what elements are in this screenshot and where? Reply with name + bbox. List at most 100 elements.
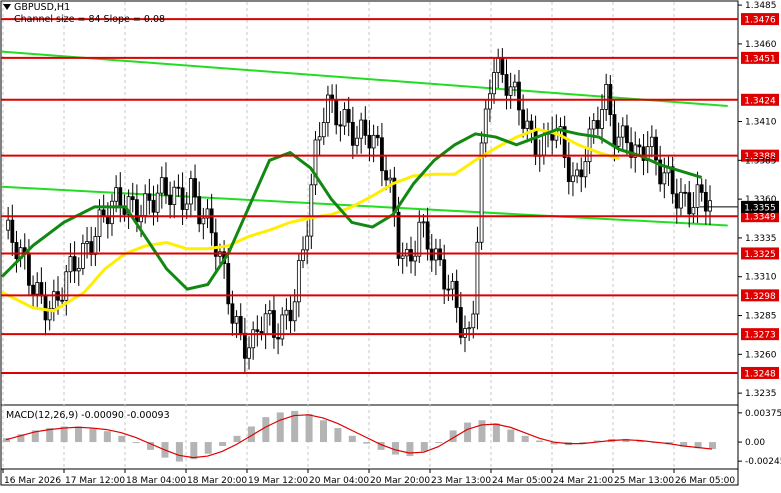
candle-body (326, 94, 330, 123)
level-tag (741, 93, 779, 106)
x-tick-label: 24 Mar 21:00 (553, 476, 613, 486)
macd-histogram-bar (305, 414, 313, 443)
candle-body (525, 120, 530, 129)
candle-body (313, 139, 318, 186)
candle-body (658, 159, 663, 185)
candle-body (612, 114, 617, 147)
candle-body (155, 192, 160, 213)
macd-histogram-bar (60, 426, 68, 443)
candle-body (359, 119, 364, 139)
current-price-tag (741, 200, 779, 213)
candle-body (284, 309, 289, 316)
macd-tick-label: -0.00245 (745, 457, 781, 467)
macd-histogram-bar (478, 420, 486, 443)
x-tick-label: 18 Mar 04:00 (126, 476, 186, 486)
candle-body (39, 282, 44, 297)
macd-histogram-bar (622, 438, 630, 443)
candle-body (654, 136, 658, 161)
candle-body (346, 109, 351, 123)
candle-body (521, 109, 526, 129)
level-label: 1.3248 (744, 369, 776, 379)
level-tag (741, 51, 779, 64)
candle-body (620, 125, 625, 138)
candle-body (674, 193, 679, 209)
y-tick-label: 1.3460 (745, 40, 777, 50)
candle-body (317, 136, 322, 141)
candle-body (267, 310, 272, 315)
x-tick-label: 18 Mar 20:00 (187, 476, 247, 486)
level-label: 1.3325 (744, 250, 776, 260)
level-label: 1.3424 (744, 96, 776, 106)
candle-body (371, 134, 376, 149)
candle-body (566, 157, 571, 183)
candle-body (579, 169, 584, 178)
macd-histogram-bar (435, 442, 443, 444)
macd-histogram-bar (593, 440, 601, 443)
candle-body (479, 142, 484, 243)
candle-body (409, 249, 413, 262)
candle-body (172, 186, 177, 205)
macd-tick-label: 0.00 (745, 438, 765, 448)
candle-body (517, 81, 521, 111)
candle-body (242, 332, 247, 359)
level-label: 1.3451 (744, 54, 776, 64)
candle-body (134, 199, 139, 223)
channel-lower-line (1, 185, 728, 227)
candle-body (118, 187, 123, 208)
candle-body (97, 209, 102, 237)
macd-histogram-bar (377, 442, 385, 450)
candle-body (355, 137, 359, 146)
y-tick-label: 1.3410 (745, 118, 777, 128)
y-tick-label: 1.3335 (745, 234, 777, 244)
macd-histogram-bar (680, 442, 688, 447)
macd-histogram-bar (536, 440, 544, 443)
level-label: 1.3273 (744, 331, 776, 341)
candle-body (446, 288, 451, 291)
candle-body (683, 191, 687, 194)
candle-body (35, 282, 40, 295)
candle-body (209, 208, 214, 234)
x-tick-label: 17 Mar 12:00 (65, 476, 125, 486)
candle-body (288, 309, 293, 322)
dropdown-triangle-icon[interactable] (3, 4, 11, 10)
macd-label: MACD(12,26,9) -0.00090 -0.00093 (6, 410, 170, 421)
candle-body (280, 314, 285, 340)
macd-histogram-bar (175, 442, 183, 462)
candle-body (213, 232, 218, 257)
candle-body (413, 255, 418, 262)
symbol-label: GBPUSD,H1 (14, 2, 71, 13)
candle-body (487, 93, 492, 110)
candle-body (188, 178, 193, 205)
macd-histogram-bar (449, 430, 457, 443)
macd-histogram-bar (363, 442, 371, 444)
x-tick-label: 26 Mar 05:00 (675, 476, 735, 486)
macd-histogram-bar (46, 428, 54, 443)
x-tick-label: 20 Mar 04:00 (309, 476, 369, 486)
macd-histogram-bar (319, 420, 327, 443)
macd-histogram-bar (204, 442, 212, 454)
candle-body (296, 260, 301, 303)
candle-body (27, 253, 31, 286)
candle-body (687, 192, 692, 215)
candle-body (421, 221, 426, 224)
level-tag (741, 210, 779, 223)
candle-body (458, 307, 463, 338)
macd-histogram-bar (132, 442, 140, 444)
candle-body (429, 248, 434, 261)
level-label: 1.3476 (744, 16, 776, 26)
candle-body (703, 192, 708, 212)
candle-body (159, 177, 164, 194)
macd-histogram-bar (291, 410, 299, 443)
candle-body (616, 136, 621, 147)
candle-body (184, 203, 189, 210)
chart-header: GBPUSD,H1 Channel size = 84 Slope = 0.08 (3, 2, 165, 26)
candle-body (434, 248, 438, 261)
y-tick-label: 1.3260 (745, 350, 777, 360)
candle-body (591, 120, 596, 130)
candle-body (384, 170, 388, 181)
y-tick-label: 1.3235 (745, 389, 777, 399)
current-price-label: 1.3355 (744, 203, 776, 213)
macd-histogram-bar (709, 442, 716, 450)
candle-body (637, 144, 642, 148)
x-tick-label: 24 Mar 05:00 (492, 476, 552, 486)
